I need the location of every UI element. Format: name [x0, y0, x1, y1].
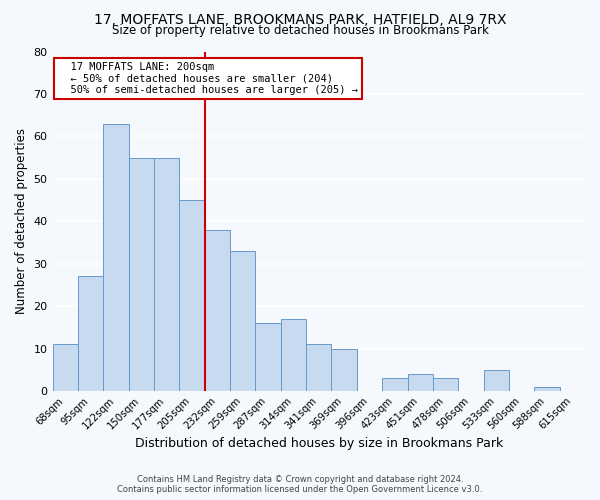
- Bar: [256, 323, 281, 391]
- Bar: [433, 378, 458, 391]
- Bar: [230, 251, 256, 391]
- Bar: [78, 276, 103, 391]
- Bar: [179, 200, 205, 391]
- Bar: [407, 374, 433, 391]
- Bar: [331, 348, 357, 391]
- Bar: [306, 344, 331, 391]
- Bar: [103, 124, 128, 391]
- Bar: [534, 386, 560, 391]
- Y-axis label: Number of detached properties: Number of detached properties: [15, 128, 28, 314]
- X-axis label: Distribution of detached houses by size in Brookmans Park: Distribution of detached houses by size …: [134, 437, 503, 450]
- Text: 17, MOFFATS LANE, BROOKMANS PARK, HATFIELD, AL9 7RX: 17, MOFFATS LANE, BROOKMANS PARK, HATFIE…: [94, 12, 506, 26]
- Bar: [154, 158, 179, 391]
- Bar: [53, 344, 78, 391]
- Bar: [382, 378, 407, 391]
- Text: Contains HM Land Registry data © Crown copyright and database right 2024.
Contai: Contains HM Land Registry data © Crown c…: [118, 474, 482, 494]
- Bar: [128, 158, 154, 391]
- Text: 17 MOFFATS LANE: 200sqm
  ← 50% of detached houses are smaller (204)
  50% of se: 17 MOFFATS LANE: 200sqm ← 50% of detache…: [58, 62, 358, 95]
- Bar: [484, 370, 509, 391]
- Text: Size of property relative to detached houses in Brookmans Park: Size of property relative to detached ho…: [112, 24, 488, 37]
- Bar: [281, 319, 306, 391]
- Bar: [205, 230, 230, 391]
